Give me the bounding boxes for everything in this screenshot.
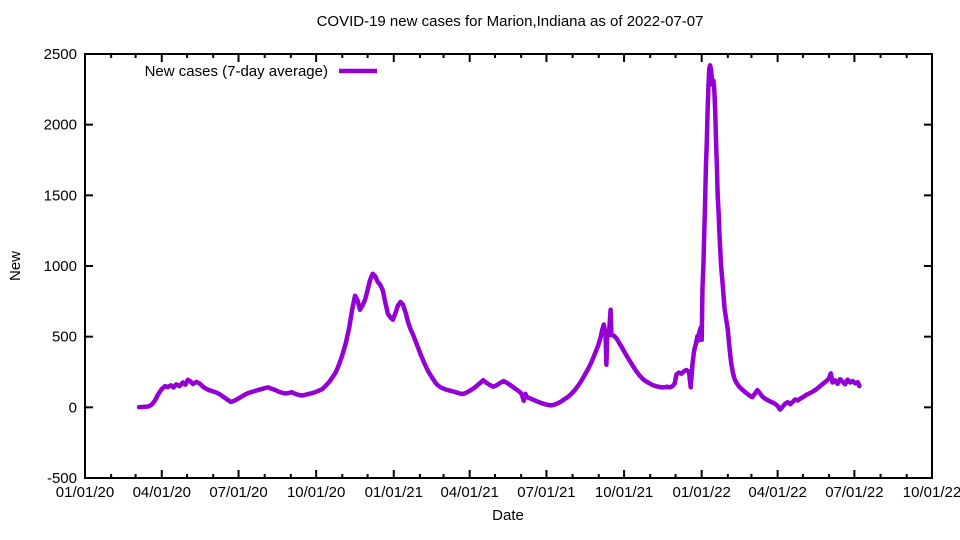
x-axis-title: Date: [492, 507, 524, 524]
y-axis-title: New: [7, 251, 24, 281]
axis-ticks: 01/01/20 04/01/20 07/01/20 10/01/20 01/01/21…: [44, 46, 960, 501]
y-tick-label: 1500: [44, 187, 77, 204]
x-tick-label: 01/01/20: [56, 484, 114, 501]
x-tick-label: 04/01/22: [748, 484, 806, 501]
x-tick-label: 01/01/22: [672, 484, 730, 501]
x-tick-label: 10/01/21: [595, 484, 653, 501]
y-tick-label: 500: [52, 329, 77, 346]
y-tick-label: 2000: [44, 117, 77, 134]
x-tick-label: 04/01/20: [133, 484, 191, 501]
legend: New cases (7-day average): [145, 63, 377, 80]
x-tick-label: 10/01/20: [287, 484, 345, 501]
y-tick-label: 1000: [44, 258, 77, 275]
y-tick-label: -500: [47, 470, 77, 487]
x-tick-label: 07/01/22: [825, 484, 883, 501]
x-tick-label: 04/01/21: [440, 484, 498, 501]
plot-border: [84, 53, 933, 479]
y-tick-label: 0: [69, 399, 77, 416]
x-tick-label: 01/01/21: [365, 484, 423, 501]
chart-title: COVID-19 new cases for Marion,Indiana as…: [317, 13, 704, 30]
y-tick-label: 2500: [44, 46, 77, 63]
x-tick-label: 07/01/20: [209, 484, 267, 501]
x-tick-label: 10/01/22: [903, 484, 960, 501]
series-line: [136, 63, 862, 412]
legend-label: New cases (7-day average): [145, 63, 328, 80]
x-tick-label: 07/01/21: [517, 484, 575, 501]
